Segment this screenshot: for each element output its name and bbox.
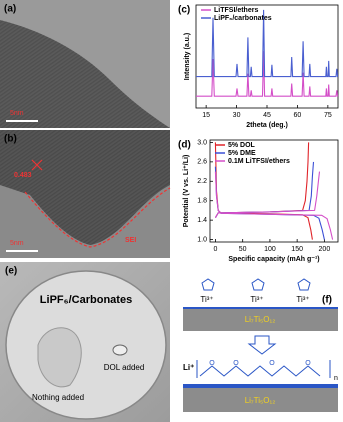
y-tick-label: 1.4 xyxy=(197,217,207,224)
y-axis-label: Potential (V vs. Li⁺/Li) xyxy=(183,155,190,228)
surface xyxy=(183,384,338,388)
scale-text: 5nm xyxy=(10,110,24,117)
x-tick-label: 100 xyxy=(264,246,276,253)
ion-label: Ti³⁺ xyxy=(250,295,263,304)
sei-outline xyxy=(24,187,171,248)
legend-label: LiPF₆/carbonates xyxy=(214,15,272,22)
atom-label: O xyxy=(269,360,275,367)
x-axis-label: 2theta (deg.) xyxy=(246,122,288,129)
dol-rings xyxy=(201,278,311,291)
spacing-label: 0.483 xyxy=(14,172,32,179)
atom-label: O xyxy=(209,360,215,367)
repeat-label: n xyxy=(334,375,338,382)
bracket xyxy=(196,360,331,378)
x-tick-label: 50 xyxy=(239,246,247,253)
scale-text: 5nm xyxy=(10,240,24,247)
series-line xyxy=(214,161,325,240)
legend-label: 5% DOL xyxy=(228,142,256,149)
photo-note: DOL added xyxy=(104,363,145,372)
y-axis-label: Intensity (a.u.) xyxy=(184,33,191,80)
atom-label: O xyxy=(305,360,311,367)
panel-label: (b) xyxy=(4,134,17,145)
lattice xyxy=(0,130,170,245)
photo-title: LiPF₆/Carbonates xyxy=(40,294,132,306)
substrate-label: Li₇Ti₅O₁₂ xyxy=(245,396,276,405)
panel-label: (d) xyxy=(178,140,191,151)
legend-label: 0.1M LiTFSI/ethers xyxy=(228,158,290,165)
droplet-spread xyxy=(37,327,82,388)
x-tick-label: 60 xyxy=(294,112,302,119)
panel-label: (f) xyxy=(322,295,332,306)
sei-label: SEI xyxy=(125,237,136,244)
lattice xyxy=(0,20,170,128)
plot-frame xyxy=(209,139,339,243)
substrate-label: Li₇Ti₅O₁₂ xyxy=(245,315,276,324)
atom-label: O xyxy=(233,360,239,367)
arrow xyxy=(247,335,277,355)
panel-label: (e) xyxy=(5,266,17,277)
ion-label: Ti³⁺ xyxy=(296,295,309,304)
y-tick-label: 3.0 xyxy=(197,139,207,146)
cation-label: Li⁺ xyxy=(183,363,194,372)
y-tick-label: 2.6 xyxy=(197,159,207,166)
x-tick-label: 200 xyxy=(319,246,331,253)
x-tick-label: 45 xyxy=(263,112,271,119)
y-tick-label: 1.8 xyxy=(197,198,207,205)
y-tick-label: 1.0 xyxy=(197,236,207,243)
panel-label: (c) xyxy=(178,5,190,16)
substrate xyxy=(183,388,338,412)
petri-dish xyxy=(5,270,167,420)
series-line xyxy=(214,171,334,240)
x-tick-label: 75 xyxy=(324,112,332,119)
droplet xyxy=(112,344,128,356)
legend-label: 5% DME xyxy=(228,150,256,157)
panel-label: (a) xyxy=(4,4,16,15)
x-tick-label: 30 xyxy=(233,112,241,119)
x-tick-label: 0 xyxy=(213,246,217,253)
surface xyxy=(183,307,338,309)
y-tick-label: 2.2 xyxy=(197,178,207,185)
spacing-marker xyxy=(31,159,43,171)
chain xyxy=(199,365,321,377)
x-tick-label: 15 xyxy=(202,112,210,119)
x-tick-label: 150 xyxy=(291,246,303,253)
x-axis-label: Specific capacity (mAh g⁻¹) xyxy=(228,256,319,263)
series-line xyxy=(196,51,339,97)
photo-note: Nothing added xyxy=(32,393,84,402)
ion-label: Ti³⁺ xyxy=(200,295,213,304)
series-line xyxy=(196,9,339,78)
legend-label: LiTFSI/ethers xyxy=(214,7,258,14)
substrate xyxy=(183,309,338,331)
